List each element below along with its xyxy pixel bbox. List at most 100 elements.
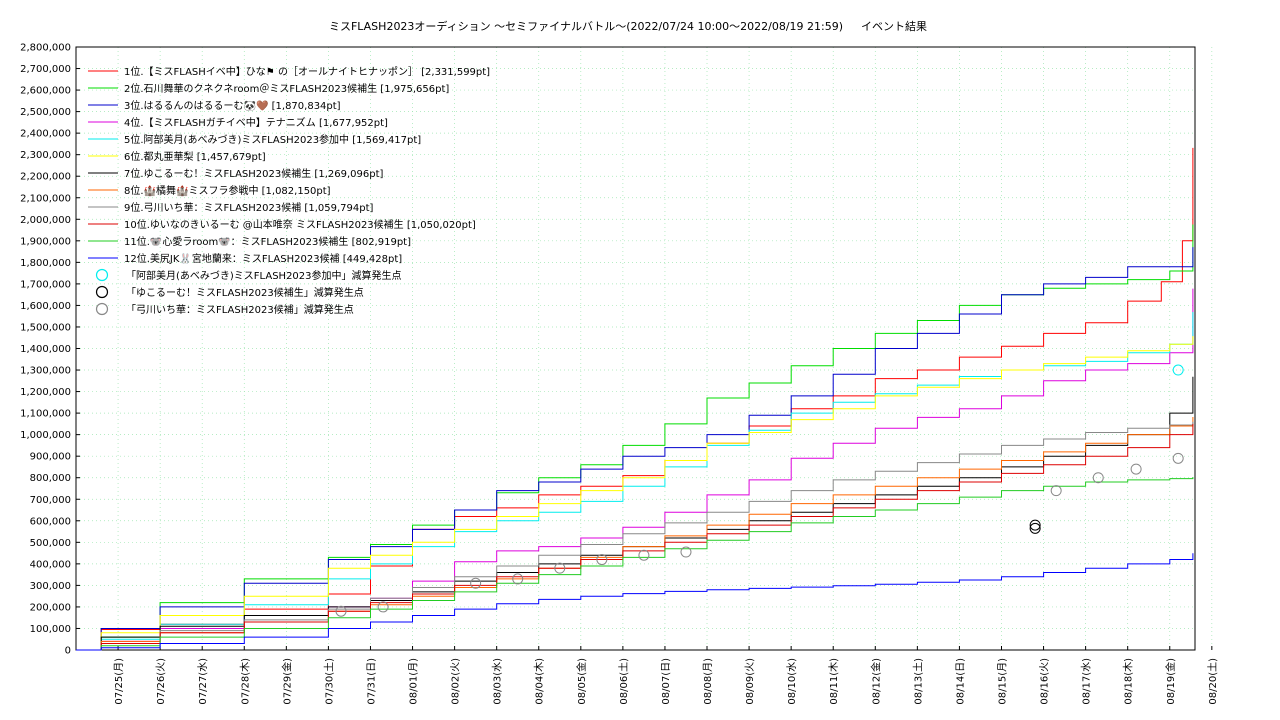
legend-label: 10位.ゆいなのきいるーむ @山本唯奈 ミスFLASH2023候補生 [1,05… bbox=[124, 218, 476, 231]
marker-point bbox=[680, 546, 692, 558]
series-line bbox=[76, 312, 1194, 651]
y-tick-label: 1,400,000 bbox=[20, 344, 71, 355]
y-tick-label: 2,200,000 bbox=[20, 172, 71, 183]
series-line bbox=[76, 477, 1194, 651]
legend-label: 1位.【ミスFLASHイベ中】ひな⚑ の［オールナイトヒナッポン］ [2,331… bbox=[124, 65, 490, 78]
x-tick-label: 08/17(水) bbox=[1081, 658, 1093, 705]
y-tick-label: 2,100,000 bbox=[20, 193, 71, 204]
series-line bbox=[76, 421, 1194, 651]
x-tick-label: 08/12(金) bbox=[869, 658, 882, 705]
x-tick-label: 07/26(火) bbox=[155, 658, 167, 705]
legend-label: 12位.美尻JK🐰宮地蘭来：ミスFLASH2023候補 [449,428pt] bbox=[124, 252, 402, 265]
x-tick-label: 08/11(木) bbox=[828, 658, 840, 705]
y-tick-label: 1,100,000 bbox=[20, 409, 71, 420]
x-tick-label: 08/02(火) bbox=[450, 658, 462, 705]
marker-point bbox=[1172, 452, 1184, 464]
y-tick-label: 2,800,000 bbox=[20, 43, 71, 54]
x-tick-label: 08/04(木) bbox=[534, 658, 546, 705]
marker-point bbox=[1092, 472, 1104, 484]
x-tick-label: 08/06(土) bbox=[617, 658, 630, 705]
y-tick-label: 400,000 bbox=[30, 559, 71, 570]
x-tick-label: 07/31(日) bbox=[366, 658, 377, 705]
marker-point bbox=[470, 577, 482, 589]
legend-label: 「ゆこるーむ！ミスFLASH2023候補生」減算発生点 bbox=[126, 286, 364, 299]
y-tick-label: 100,000 bbox=[30, 624, 71, 635]
series-line bbox=[76, 336, 1194, 651]
legend-label: 8位.🏰橘舞🏰ミスフラ参戦中 [1,082,150pt] bbox=[124, 184, 331, 197]
x-tick-label: 07/29(金) bbox=[280, 658, 293, 705]
legend-marker bbox=[95, 302, 109, 316]
legend-label: 2位.石川舞華のクネクネroom＠ミスFLASH2023候補生 [1,975,6… bbox=[124, 82, 449, 95]
y-tick-label: 200,000 bbox=[30, 602, 71, 613]
legend-label: 6位.都丸亜華梨 [1,457,679pt] bbox=[124, 150, 266, 163]
legend-label: 9位.弓川いち華：ミスFLASH2023候補 [1,059,794pt] bbox=[124, 201, 373, 214]
series-line bbox=[76, 423, 1194, 651]
legend-label: 5位.阿部美月(あべみづき)ミスFLASH2023参加中 [1,569,417p… bbox=[124, 133, 421, 146]
marker-point bbox=[1050, 485, 1062, 497]
y-tick-label: 500,000 bbox=[30, 538, 71, 549]
marker-point bbox=[335, 605, 347, 617]
y-tick-label: 2,000,000 bbox=[20, 215, 71, 226]
marker-point bbox=[512, 573, 524, 585]
y-axis: 0 100,000 200,000 300,000 400,000 500,000 600,… bbox=[20, 43, 80, 657]
y-tick-label: 1,700,000 bbox=[20, 279, 71, 290]
y-tick-label: 2,400,000 bbox=[20, 129, 71, 140]
marker-point bbox=[1029, 522, 1041, 534]
marker-point bbox=[377, 601, 389, 613]
y-tick-label: 1,800,000 bbox=[20, 258, 71, 269]
y-tick-label: 1,300,000 bbox=[20, 366, 71, 377]
y-tick-label: 600,000 bbox=[30, 516, 71, 527]
y-tick-label: 2,500,000 bbox=[20, 107, 71, 118]
legend-label: 3位.はるるんのはるるーむ🐼🤎 [1,870,834pt] bbox=[124, 99, 341, 112]
x-tick-label: 07/25(月) bbox=[113, 658, 125, 705]
y-tick-label: 2,300,000 bbox=[20, 150, 71, 161]
marker-point bbox=[638, 549, 650, 561]
marker-point bbox=[554, 562, 566, 574]
x-tick-label: 08/09(火) bbox=[744, 658, 756, 705]
marker-point bbox=[596, 554, 608, 566]
series-line bbox=[76, 288, 1194, 651]
x-tick-label: 07/30(土) bbox=[322, 658, 335, 705]
x-tick-label: 08/20(土) bbox=[1206, 658, 1219, 705]
y-tick-label: 300,000 bbox=[30, 581, 71, 592]
series-line bbox=[76, 376, 1194, 651]
y-tick-label: 1,600,000 bbox=[20, 301, 71, 312]
x-tick-label: 08/05(金) bbox=[575, 658, 588, 705]
x-axis: 07/25(月) 07/26(火) 07/27(水) 07/28(木) 07/29(金)… bbox=[113, 646, 1219, 705]
x-tick-label: 08/15(月) bbox=[996, 658, 1008, 705]
marker-point bbox=[1172, 364, 1184, 376]
series-line bbox=[76, 247, 1194, 651]
legend-label: 11位.🐨心愛ラroom🐨：ミスFLASH2023候補生 [802,919pt] bbox=[124, 235, 411, 248]
x-tick-label: 08/01(月) bbox=[408, 658, 420, 705]
x-tick-label: 08/10(水) bbox=[786, 658, 798, 705]
x-tick-label: 08/18(木) bbox=[1123, 658, 1135, 705]
marker-points bbox=[335, 364, 1184, 617]
series-line bbox=[76, 553, 1194, 651]
marker-point bbox=[1130, 463, 1142, 475]
x-tick-label: 08/16(火) bbox=[1039, 658, 1051, 705]
y-tick-label: 1,200,000 bbox=[20, 387, 71, 398]
x-tick-label: 07/28(木) bbox=[239, 658, 251, 705]
x-tick-label: 08/13(土) bbox=[911, 658, 924, 705]
legend-marker bbox=[95, 268, 109, 282]
legend-marker bbox=[95, 285, 109, 299]
y-tick-label: 1,900,000 bbox=[20, 236, 71, 247]
legend-label: 4位.【ミスFLASHガチイベ中】テナニズム [1,677,952pt] bbox=[124, 116, 388, 129]
y-tick-label: 2,700,000 bbox=[20, 64, 71, 75]
y-tick-label: 0 bbox=[65, 646, 71, 657]
y-tick-label: 1,000,000 bbox=[20, 430, 71, 441]
x-tick-label: 08/19(金) bbox=[1164, 658, 1177, 705]
x-tick-label: 08/14(日) bbox=[955, 658, 966, 705]
legend-label: 7位.ゆこるーむ！ミスFLASH2023候補生 [1,269,096pt] bbox=[124, 167, 383, 180]
y-tick-label: 800,000 bbox=[30, 473, 71, 484]
legend: 1位.【ミスFLASHイベ中】ひな⚑ の［オールナイトヒナッポン］ [2,331… bbox=[88, 65, 490, 316]
x-tick-label: 08/07(日) bbox=[661, 658, 672, 705]
y-tick-label: 2,600,000 bbox=[20, 86, 71, 97]
marker-point bbox=[1029, 519, 1041, 531]
x-tick-label: 08/08(月) bbox=[702, 658, 714, 705]
x-tick-label: 08/03(水) bbox=[492, 658, 504, 705]
legend-label: 「阿部美月(あべみづき)ミスFLASH2023参加中」減算発生点 bbox=[126, 269, 402, 282]
y-tick-label: 900,000 bbox=[30, 452, 71, 463]
chart-title: ミスFLASH2023オーディション 〜セミファイナルバトル〜(2022/07/… bbox=[329, 19, 843, 33]
